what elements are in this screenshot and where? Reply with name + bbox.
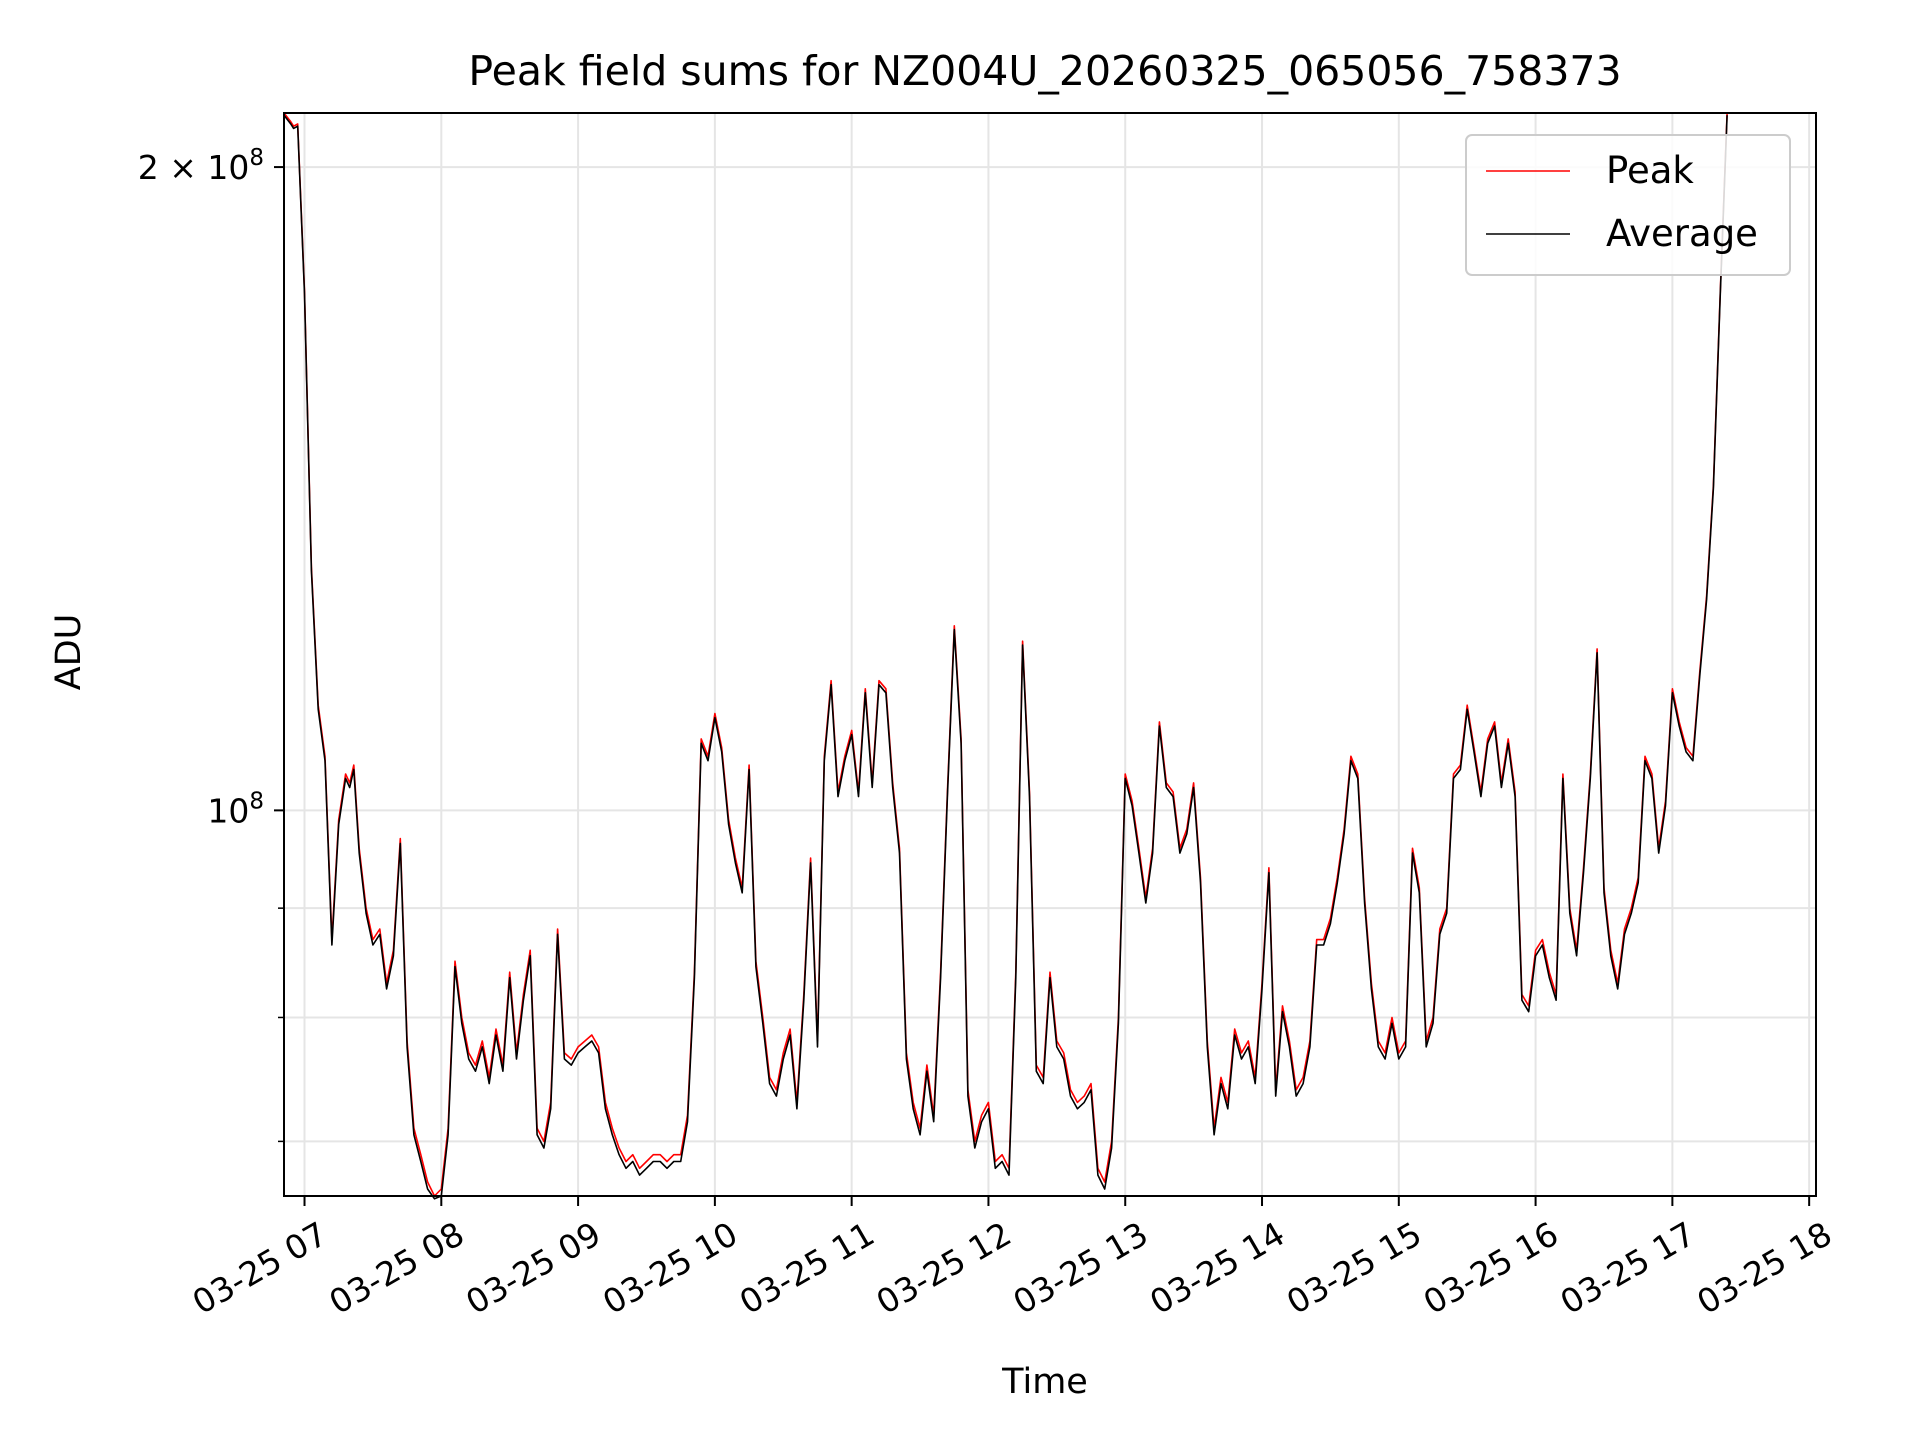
y-tick-label-exponent: 8: [249, 788, 264, 814]
legend: Peak Average: [1465, 134, 1791, 276]
chart-title: Peak field sums for NZ004U_20260325_0650…: [468, 47, 1621, 95]
legend-box: [1465, 134, 1791, 276]
y-tick-label-exponent: 8: [249, 145, 264, 171]
legend-average-label: Average: [1606, 212, 1758, 255]
grid-layer: [284, 113, 1816, 1196]
legend-peak-label: Peak: [1606, 149, 1694, 192]
y-tick-label: 108: [207, 788, 264, 830]
y-tick-label-base: 2 × 10: [138, 148, 250, 187]
x-axis-label: Time: [1001, 1362, 1088, 1402]
series-layer: [283, 112, 1728, 1200]
y-axis-label: ADU: [49, 614, 89, 691]
series-line-average: [283, 114, 1728, 1200]
y-tick-label-base: 10: [207, 791, 249, 830]
plot-frame: [283, 112, 1817, 1197]
y-tick-label: 2 × 108: [138, 145, 264, 187]
